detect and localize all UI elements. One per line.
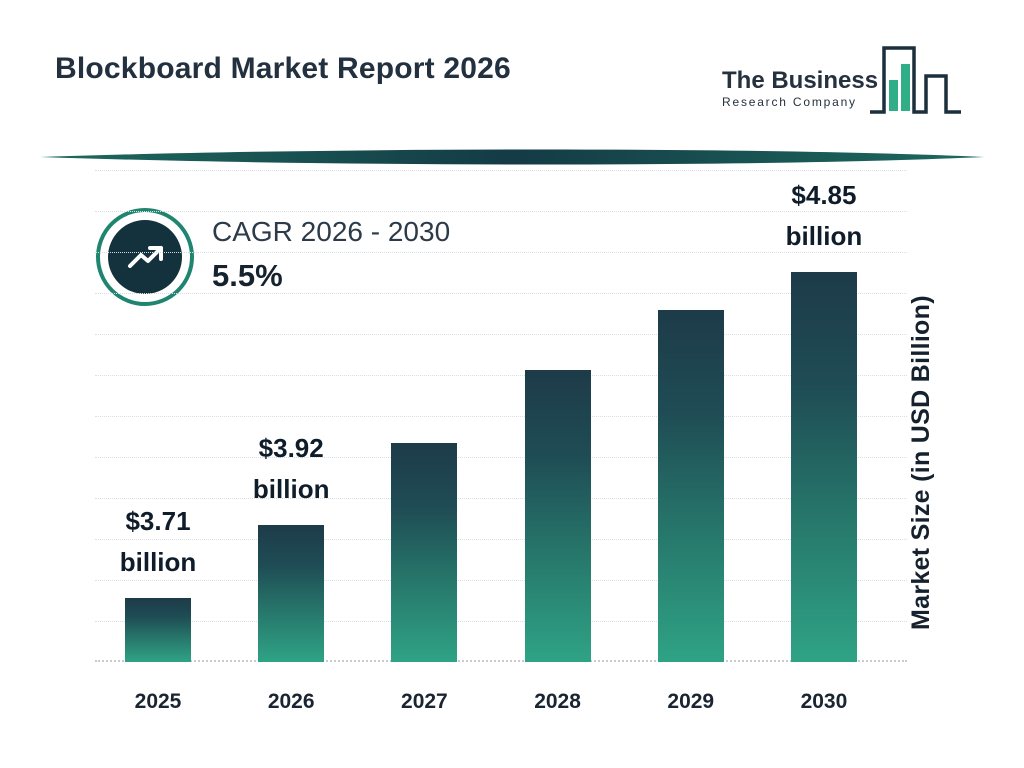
bar-chart-logo-icon [870,46,961,114]
header-divider [40,149,984,165]
bar-column-2027: 2027 [391,170,458,713]
cagr-badge [96,208,194,306]
bar-value-label-2026: $3.92 billion [253,428,330,511]
cagr-badge-circle [108,220,182,294]
bar-2028 [524,370,591,662]
gridline [95,539,907,540]
bar-2025 [125,598,191,662]
bar-value-label-line: billion [252,474,330,505]
gridline [95,580,907,581]
bar-value-label-2025: $3.71 billion [120,501,197,584]
bar-2027 [391,443,458,662]
gridline [95,498,907,499]
gridline [95,621,907,622]
x-axis-label-2030: 2030 [800,690,848,713]
x-axis-label-2027: 2027 [401,690,448,713]
page-title: Blockboard Market Report 2026 [55,52,511,85]
bar-2030 [790,272,857,662]
x-axis-label-2026: 2026 [267,690,315,713]
bar-column-2030: $4.85 billion 2030 [786,170,863,713]
bar-2029 [657,310,724,662]
bar-column-2028: 2028 [524,170,591,713]
gridline [95,170,907,171]
gridline [95,293,907,294]
bar-value-label-line: billion [119,547,197,578]
gridline [95,252,907,253]
gridline [95,211,907,212]
bar-value-label-line: $4.85 [791,179,857,210]
x-axis-label-2029: 2029 [667,690,715,713]
x-axis-baseline [95,660,907,662]
bar-column-2026: $3.92 billion 2026 [253,170,330,713]
company-logo-text: The Business Research Company [722,68,878,109]
cagr-text-block: CAGR 2026 - 2030 5.5% [212,216,450,294]
bar-value-label-line: billion [785,221,863,252]
trending-up-icon [128,246,163,268]
y-axis-title: Market Size (in USD Billion) [907,295,935,631]
logo-subname: Research Company [722,95,857,110]
gridline [95,457,907,458]
gridline [95,334,907,335]
company-logo: The Business Research Company [722,40,978,124]
bar-value-label-line: $3.92 [258,432,324,463]
logo-name: The Business [722,67,879,94]
cagr-label: CAGR 2026 - 2030 [212,216,451,247]
bar-value-label-2030: $4.85 billion [786,175,863,258]
gridline [95,416,907,417]
bar-value-label-line: $3.71 [125,505,191,536]
bar-column-2025: $3.71 billion 2025 [120,170,197,713]
bar-2026 [258,525,325,662]
gridline [95,375,907,376]
x-axis-label-2025: 2025 [134,690,182,713]
bar-column-2029: 2029 [657,170,724,713]
plot-area: $3.71 billion 2025 $3.92 billion 2026 2027 2028… [95,170,907,713]
cagr-value: 5.5% [212,258,283,293]
x-axis-label-2028: 2028 [534,690,581,713]
